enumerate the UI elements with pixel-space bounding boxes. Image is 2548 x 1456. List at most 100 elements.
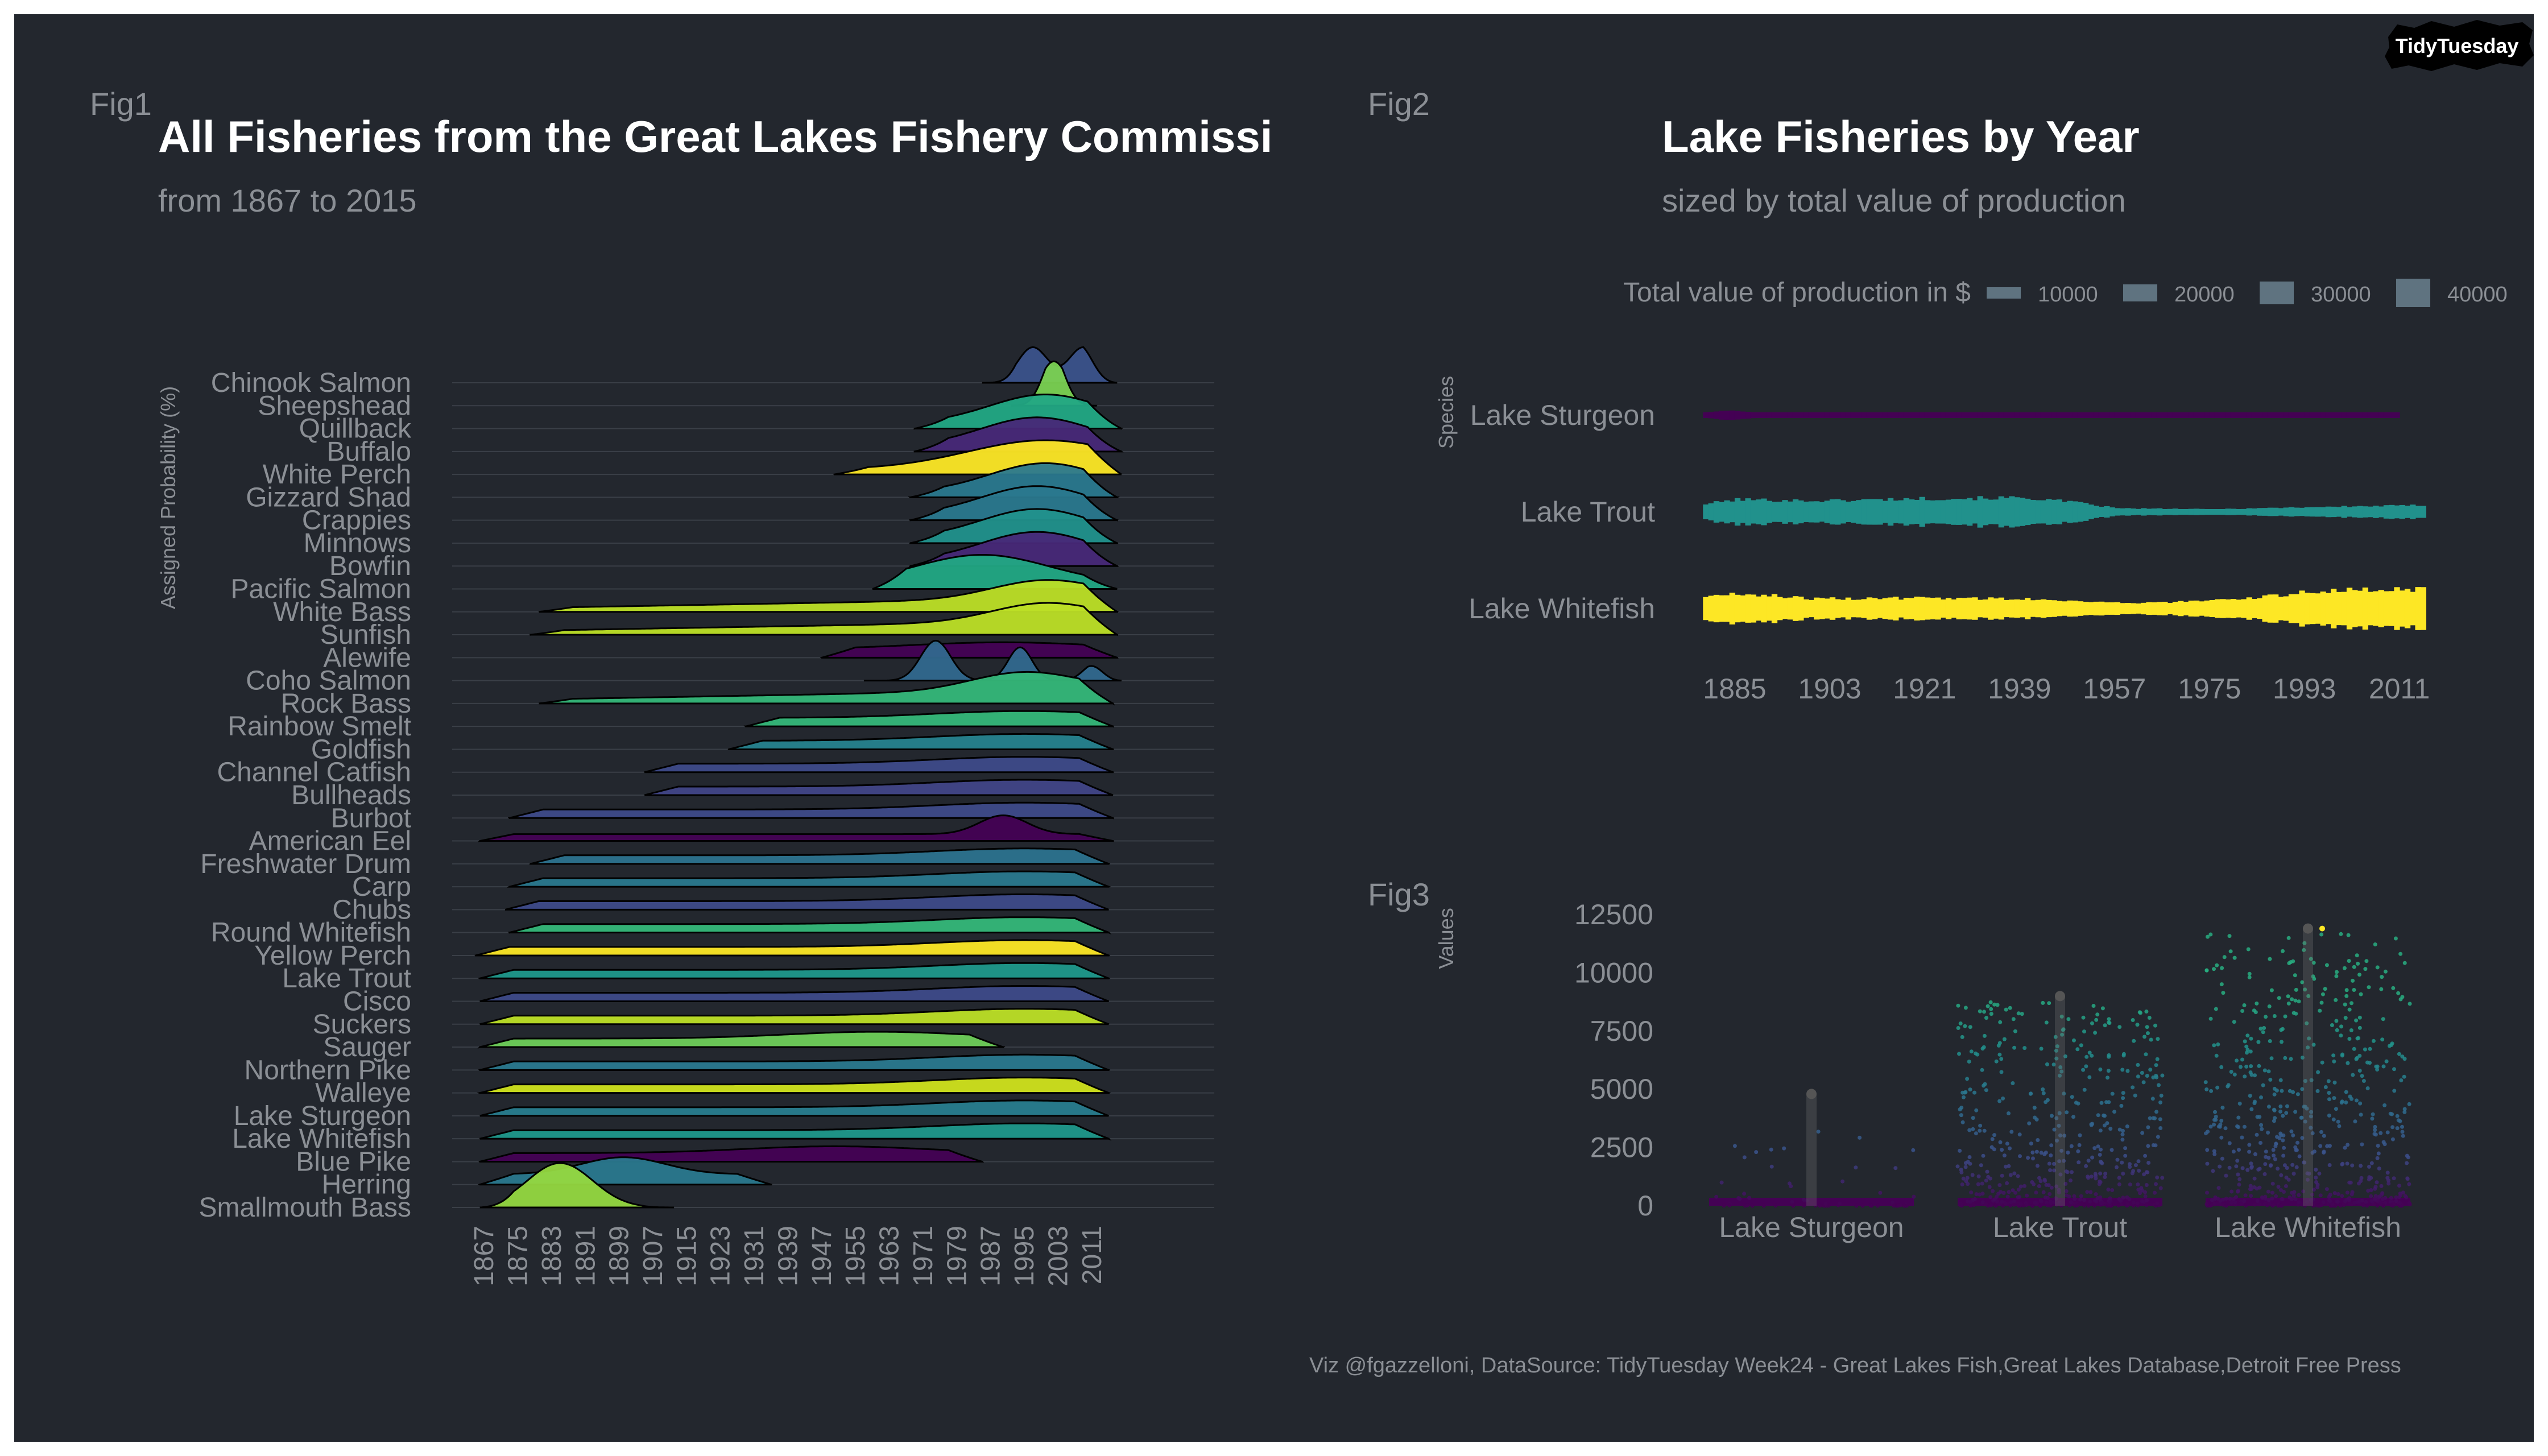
scatter-point [2259,1027,2263,1031]
scatter-point [2358,1101,2363,1106]
band-segment [2336,412,2342,418]
band-segment [2040,599,2047,618]
scatter-point [2120,1138,2125,1142]
scatter-point [2156,1037,2160,1041]
scatter-point [1891,1200,1895,1205]
scatter-point [1969,1190,1974,1195]
band-segment [2035,599,2041,618]
fig2-subtitle: sized by total value of production [1662,183,2126,218]
scatter-point [2339,1033,2343,1038]
scatter-point [2135,1023,2140,1027]
scatter-point [2352,965,2356,969]
scatter-point [2098,1128,2103,1133]
fig2-x-tick: 1903 [1798,673,1861,705]
scatter-highlight-point [2319,925,2325,932]
band-segment [2067,500,2073,523]
band-segment [1956,597,1962,620]
fig1-x-tick: 1923 [706,1226,736,1287]
band-segment [1761,594,1767,623]
band-segment [2046,412,2052,418]
scatter-point [2405,1153,2409,1158]
scatter-point [2011,1017,2016,1021]
scatter-point [2104,1100,2108,1105]
scatter-point [2295,1092,2300,1097]
scatter-point [2112,1110,2116,1114]
scatter-point [2103,1172,2108,1176]
band-segment [2325,593,2332,624]
band-segment [1935,597,1941,620]
band-segment [2193,412,2200,418]
scatter-point [2397,1195,2402,1199]
scatter-point [1738,1197,1742,1201]
scatter-point [2098,1171,2103,1176]
band-segment [2167,603,2173,614]
scatter-point [2383,969,2388,974]
scatter-point [2232,1020,2236,1024]
fig3-y-tick: 10000 [1574,957,1653,988]
scatter-point [2039,1046,2044,1051]
scatter-point [2022,1184,2026,1188]
scatter-point [2310,1131,2315,1135]
band-segment [2399,504,2405,519]
fig1-tag: Fig1 [90,86,152,122]
band-segment [2056,601,2062,617]
band-segment [2346,588,2353,630]
scatter-point [1896,1203,1901,1208]
band-segment [2315,412,2321,418]
scatter-point [2145,1074,2149,1078]
band-segment [2278,508,2284,516]
scatter-point [2375,965,2380,970]
band-segment [2331,412,2337,418]
band-segment [2098,507,2105,517]
band-segment [2146,508,2152,515]
scatter-point [2382,1103,2387,1107]
band-segment [2051,600,2057,617]
band-segment [1909,598,1915,619]
scatter-point [2236,1115,2241,1120]
scatter-point [2368,1046,2372,1051]
scatter-point [2082,1087,2087,1092]
scatter-point [2306,1045,2310,1050]
band-segment [1919,497,1925,527]
scatter-point [2407,1102,2412,1106]
scatter-point [2003,1201,2007,1205]
scatter-point [2317,1171,2322,1176]
scatter-point [2318,1008,2322,1013]
fig1-x-tick: 2003 [1043,1226,1073,1287]
band-segment [1893,412,1899,418]
scatter-point [2110,1091,2115,1096]
band-segment [2394,505,2400,519]
scatter-point [2276,1167,2280,1171]
scatter-point [2140,1070,2144,1075]
scatter-point [2340,1194,2344,1198]
scatter-point [2059,1203,2064,1208]
scatter-point [2243,1193,2248,1198]
scatter-point [1956,1003,1960,1008]
band-segment [2172,602,2179,615]
scatter-point [2223,1126,2228,1131]
scatter-point [2063,1182,2068,1186]
band-segment [2120,603,2126,614]
scatter-point [2123,1153,2128,1158]
fig1-x-tick: 1955 [841,1226,871,1287]
caption: Viz @fgazzelloni, DataSource: TidyTuesda… [1309,1354,2401,1378]
scatter-point [1997,1052,2002,1057]
ridge-carp [506,870,1111,888]
scatter-point [2281,1138,2285,1143]
scatter-point [2361,1079,2366,1083]
scatter-point [2128,1182,2132,1187]
scatter-point [1983,1082,1987,1086]
scatter-point [2408,1002,2412,1006]
scatter-point [1965,1176,1970,1180]
scatter-point [2127,1197,2132,1201]
scatter-point [2245,1048,2250,1052]
scatter-point [2234,1195,2238,1199]
scatter-point [1912,1194,1916,1199]
scatter-point [1985,1169,1989,1174]
ridge-label: Lake Whitefish [232,1124,411,1154]
scatter-point [1959,1170,1964,1174]
scatter-point [2016,1011,2021,1016]
scatter-point [1970,1173,1975,1177]
scatter-point [2264,1015,2268,1019]
scatter-point [2400,1130,2405,1134]
